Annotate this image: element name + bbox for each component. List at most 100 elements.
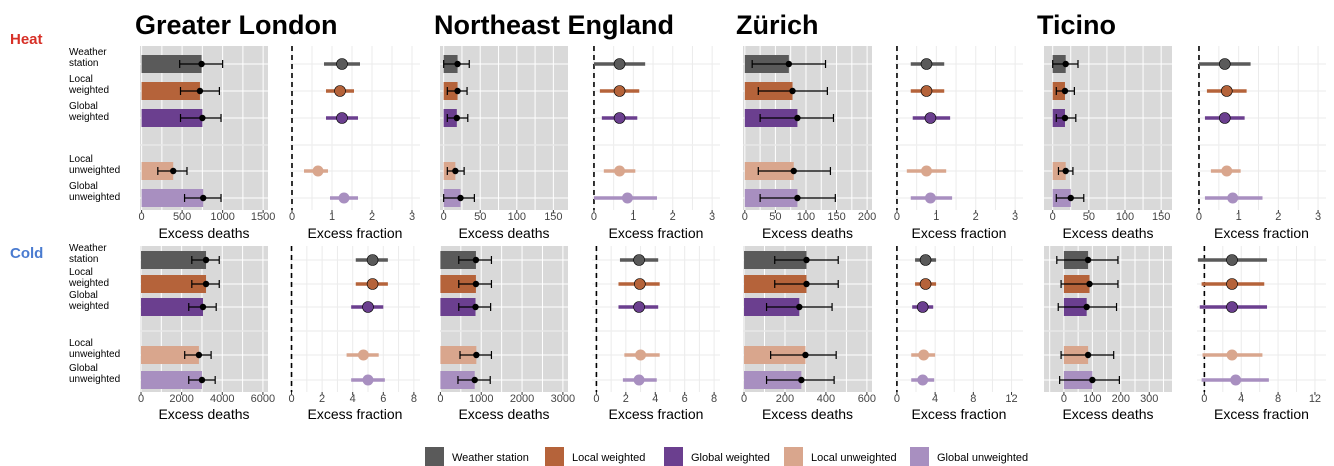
point-estimate [789,87,796,95]
x-tick-label: 50 [1083,211,1095,223]
point-estimate [796,303,803,311]
category-label-line: unweighted [69,374,120,385]
category-label: Local weighted [68,267,109,289]
category-label-line: station [69,254,98,265]
legend-label: Global weighted [691,452,770,464]
x-tick-label: 2 [369,211,375,223]
point-estimate [633,301,645,313]
point-estimate [471,376,478,384]
point-estimate [1083,303,1090,311]
point-estimate [921,165,933,177]
point-estimate [924,192,936,204]
x-tick-label: 8 [1275,393,1281,405]
x-axis-title: Excess fraction [1214,225,1309,241]
point-estimate [798,376,805,384]
x-tick-label: 3 [709,211,715,223]
point-estimate [794,114,801,122]
category-label-line: station [69,58,98,69]
point-estimate [634,278,646,290]
category-label-line: weighted [68,278,109,289]
x-tick-label: 2 [319,393,325,405]
x-tick-label: 4 [1238,393,1244,405]
category-label-line: Local [69,267,93,278]
category-label: Global weighted [68,290,109,312]
legend-swatch [425,447,444,466]
x-axis-title: Excess fraction [609,406,704,422]
category-label-line: Weather [69,243,107,254]
point-estimate [472,256,480,264]
x-tick-label: 100 [508,211,526,223]
category-label-line: Global [69,290,98,301]
panel-background [440,246,568,392]
panel-background [895,246,1023,392]
x-tick-label: 0 [1196,211,1202,223]
region-title-northeast-england: Northeast England [434,10,674,40]
category-label: Weather station [69,243,107,265]
bar [141,371,202,389]
panel-background [290,246,420,392]
legend-label: Weather station [452,452,529,464]
x-tick-label: 2 [1275,211,1281,223]
point-estimate [170,167,177,175]
panel-z-rich-cold-deaths: 0 200 400 600 Excess deaths [741,246,876,422]
x-tick-label: 300 [1140,393,1158,405]
point-estimate [1062,167,1069,175]
x-axis-title: Excess fraction [308,406,403,422]
x-axis-title: Excess fraction [1214,406,1309,422]
bar [141,251,207,269]
x-tick-label: 12 [1005,393,1017,405]
legend-label: Global unweighted [937,452,1028,464]
point-estimate [920,58,933,70]
legend-item-weather-station: Weather station [425,447,529,466]
point-estimate [1226,349,1238,361]
panel-northeast-england-heat-fraction: 0 1 2 3 Excess fraction [591,46,720,241]
point-estimate [199,194,207,202]
x-tick-label: 50 [474,211,486,223]
x-axis-title: Excess deaths [158,225,249,241]
region-title-zurich: Zürich [736,10,819,40]
row-label-heat: Heat [10,31,43,48]
panel-ticino-heat-fraction: 0 1 2 3 Excess fraction [1196,46,1326,241]
x-axis-title: Excess deaths [458,406,549,422]
panel-background [140,46,268,210]
category-label-line: Weather [69,47,107,58]
bar [440,346,477,364]
x-axis-title: Excess deaths [762,406,853,422]
x-tick-label: 12 [1309,393,1321,405]
bar [440,298,476,316]
point-estimate [1061,87,1069,95]
x-tick-label: 3000 [551,393,575,405]
x-tick-label: 0 [742,211,748,223]
category-label: Local unweighted [69,154,120,176]
category-label: Weather station [69,47,107,69]
point-estimate [357,349,369,361]
bar [141,298,203,316]
point-estimate [924,112,937,124]
x-tick-label: 150 [544,211,562,223]
point-estimate [613,112,626,124]
bar [141,55,202,73]
point-estimate [1226,301,1238,313]
x-tick-label: 8 [411,393,417,405]
x-tick-label: 400 [817,393,835,405]
x-tick-label: 200 [858,211,876,223]
point-estimate [195,351,203,359]
point-estimate [454,60,461,68]
category-label-line: Local [69,154,93,165]
point-estimate [918,349,930,361]
panel-background [895,46,1023,210]
x-tick-label: 4 [350,393,356,405]
x-tick-label: 600 [858,393,876,405]
x-tick-label: 0 [741,393,747,405]
legend-item-global-unweighted: Global unweighted [910,447,1028,466]
bar [141,189,204,207]
panel-background [743,46,872,210]
point-estimate [1084,256,1092,264]
point-estimate [919,254,932,266]
x-tick-label: 1 [630,211,636,223]
